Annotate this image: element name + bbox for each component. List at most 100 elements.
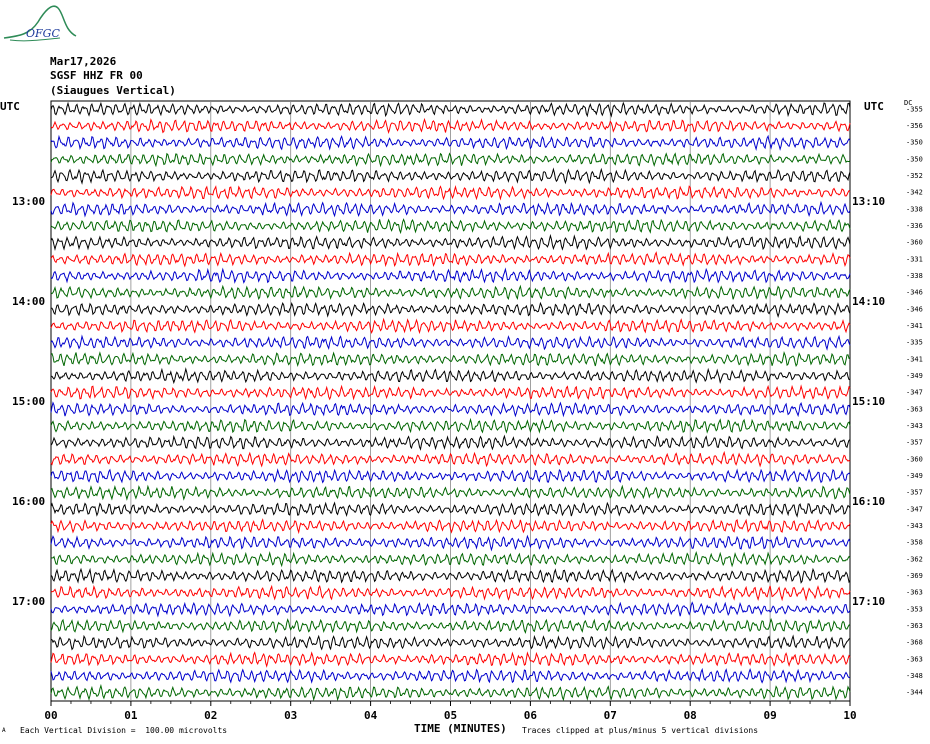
ofgc-logo-text: OFGC	[26, 27, 60, 40]
dc-offset-label: -343	[906, 422, 923, 430]
dc-offset-label: -346	[906, 305, 923, 313]
header-date: Mar17,2026	[50, 55, 117, 68]
seismic-trace-row-17	[50, 367, 851, 385]
seismic-trace-row-33	[50, 634, 851, 651]
seismic-trace-row-20	[50, 417, 851, 434]
time-label-right: 13:10	[852, 195, 885, 208]
seismic-trace-row-16	[50, 350, 851, 368]
dc-offset-label: -352	[906, 172, 923, 180]
x-tick-label: 10	[843, 709, 856, 722]
seismic-trace-row-3	[50, 134, 851, 152]
x-tick-label: 09	[763, 709, 776, 722]
time-label-right: 15:10	[852, 395, 885, 408]
dc-offset-label: -363	[906, 405, 923, 413]
utc-right-label: UTC	[864, 100, 884, 113]
dc-offset-label: -347	[906, 505, 923, 513]
dc-offset-label: -363	[906, 655, 923, 663]
dc-offset-label: -350	[906, 155, 923, 163]
dc-offset-label: -335	[906, 339, 923, 347]
seismic-trace-row-31	[50, 601, 851, 618]
time-label-left: 15:00	[12, 395, 45, 408]
dc-offset-label: -347	[906, 389, 923, 397]
seismic-trace-row-24	[50, 484, 851, 501]
dc-offset-label: -336	[906, 222, 923, 230]
seismic-trace-row-30	[50, 584, 851, 602]
x-tick-label: 07	[604, 709, 617, 722]
header-location: (Siaugues Vertical)	[50, 84, 176, 97]
seismic-trace-row-27	[50, 534, 851, 552]
dc-offset-label: -353	[906, 605, 923, 613]
x-tick-label: 02	[204, 709, 217, 722]
seismic-trace-row-19	[50, 401, 851, 418]
dc-offset-label: -358	[906, 539, 923, 547]
dc-offset-label: -331	[906, 255, 923, 263]
x-tick-label: 01	[124, 709, 138, 722]
dc-offset-label: -349	[906, 472, 923, 480]
seismic-trace-row-22	[50, 450, 851, 468]
time-label-right: 16:10	[852, 495, 885, 508]
seismic-trace-row-28	[50, 550, 851, 568]
dc-offset-label: -346	[906, 289, 923, 297]
utc-left-label: UTC	[0, 100, 20, 113]
dc-offset-label: -341	[906, 322, 923, 330]
dc-offset-label: -338	[906, 205, 923, 213]
seismic-trace-row-11	[50, 267, 851, 284]
x-tick-label: 05	[444, 709, 457, 722]
seismic-trace-row-14	[50, 317, 851, 335]
dc-offset-label: -362	[906, 555, 923, 563]
x-axis-title: TIME (MINUTES)	[414, 722, 507, 735]
scale-prefix: A	[2, 727, 6, 734]
seismic-trace-row-7	[50, 200, 851, 218]
x-tick-label: 04	[364, 709, 378, 722]
dc-offset-label: -368	[906, 639, 923, 647]
seismic-trace-row-2	[50, 117, 851, 134]
x-tick-label: 03	[284, 709, 297, 722]
time-label-right: 14:10	[852, 295, 885, 308]
seismic-trace-row-23	[50, 468, 851, 484]
seismic-trace-row-26	[50, 518, 851, 535]
seismic-trace-row-36	[50, 683, 851, 702]
seismic-trace-row-1	[50, 101, 851, 118]
seismic-trace-row-29	[50, 567, 851, 585]
x-tick-label: 06	[524, 709, 538, 722]
time-label-left: 14:00	[12, 295, 45, 308]
seismic-trace-row-13	[50, 301, 851, 318]
seismic-trace-row-4	[50, 152, 851, 168]
dc-offset-label: -360	[906, 239, 923, 247]
dc-offset-label: -356	[906, 122, 923, 130]
seismic-trace-row-9	[50, 233, 851, 251]
dc-offset-label: -360	[906, 455, 923, 463]
seismic-trace-row-32	[50, 617, 851, 635]
seismic-trace-row-21	[50, 434, 851, 451]
time-label-right: 17:10	[852, 595, 885, 608]
seismic-trace-row-34	[50, 651, 851, 668]
dc-offset-label: -341	[906, 355, 923, 363]
dc-offset-label: -363	[906, 622, 923, 630]
dc-offset-label: -344	[906, 689, 923, 697]
time-label-left: 16:00	[12, 495, 45, 508]
seismic-trace-row-10	[50, 251, 851, 268]
x-tick-label: 08	[684, 709, 697, 722]
dc-offset-label: -349	[906, 372, 923, 380]
seismic-trace-row-12	[50, 284, 851, 301]
seismic-trace-row-25	[50, 501, 851, 518]
seismic-trace-row-8	[50, 218, 851, 235]
ofgc-logo-graphic	[3, 5, 77, 42]
dc-offset-label: -357	[906, 489, 923, 497]
dc-label: DC	[904, 99, 913, 107]
dc-offset-label: -363	[906, 589, 923, 597]
seismic-trace-row-18	[50, 384, 851, 401]
header-station: SGSF HHZ FR 00	[50, 69, 143, 82]
seismic-trace-row-15	[50, 334, 851, 351]
scale-text: Each Vertical Division = 100.00 microvol…	[20, 726, 228, 735]
time-label-left: 17:00	[12, 595, 45, 608]
time-label-left: 13:00	[12, 195, 45, 208]
dc-offset-label: -355	[906, 105, 923, 113]
x-tick-label: 00	[44, 709, 57, 722]
seismic-trace-row-35	[50, 667, 851, 684]
dc-offset-label: -348	[906, 672, 923, 680]
clip-text: Traces clipped at plus/minus 5 vertical …	[522, 726, 759, 735]
dc-offset-label: -369	[906, 572, 923, 580]
dc-offset-label: -357	[906, 439, 923, 447]
